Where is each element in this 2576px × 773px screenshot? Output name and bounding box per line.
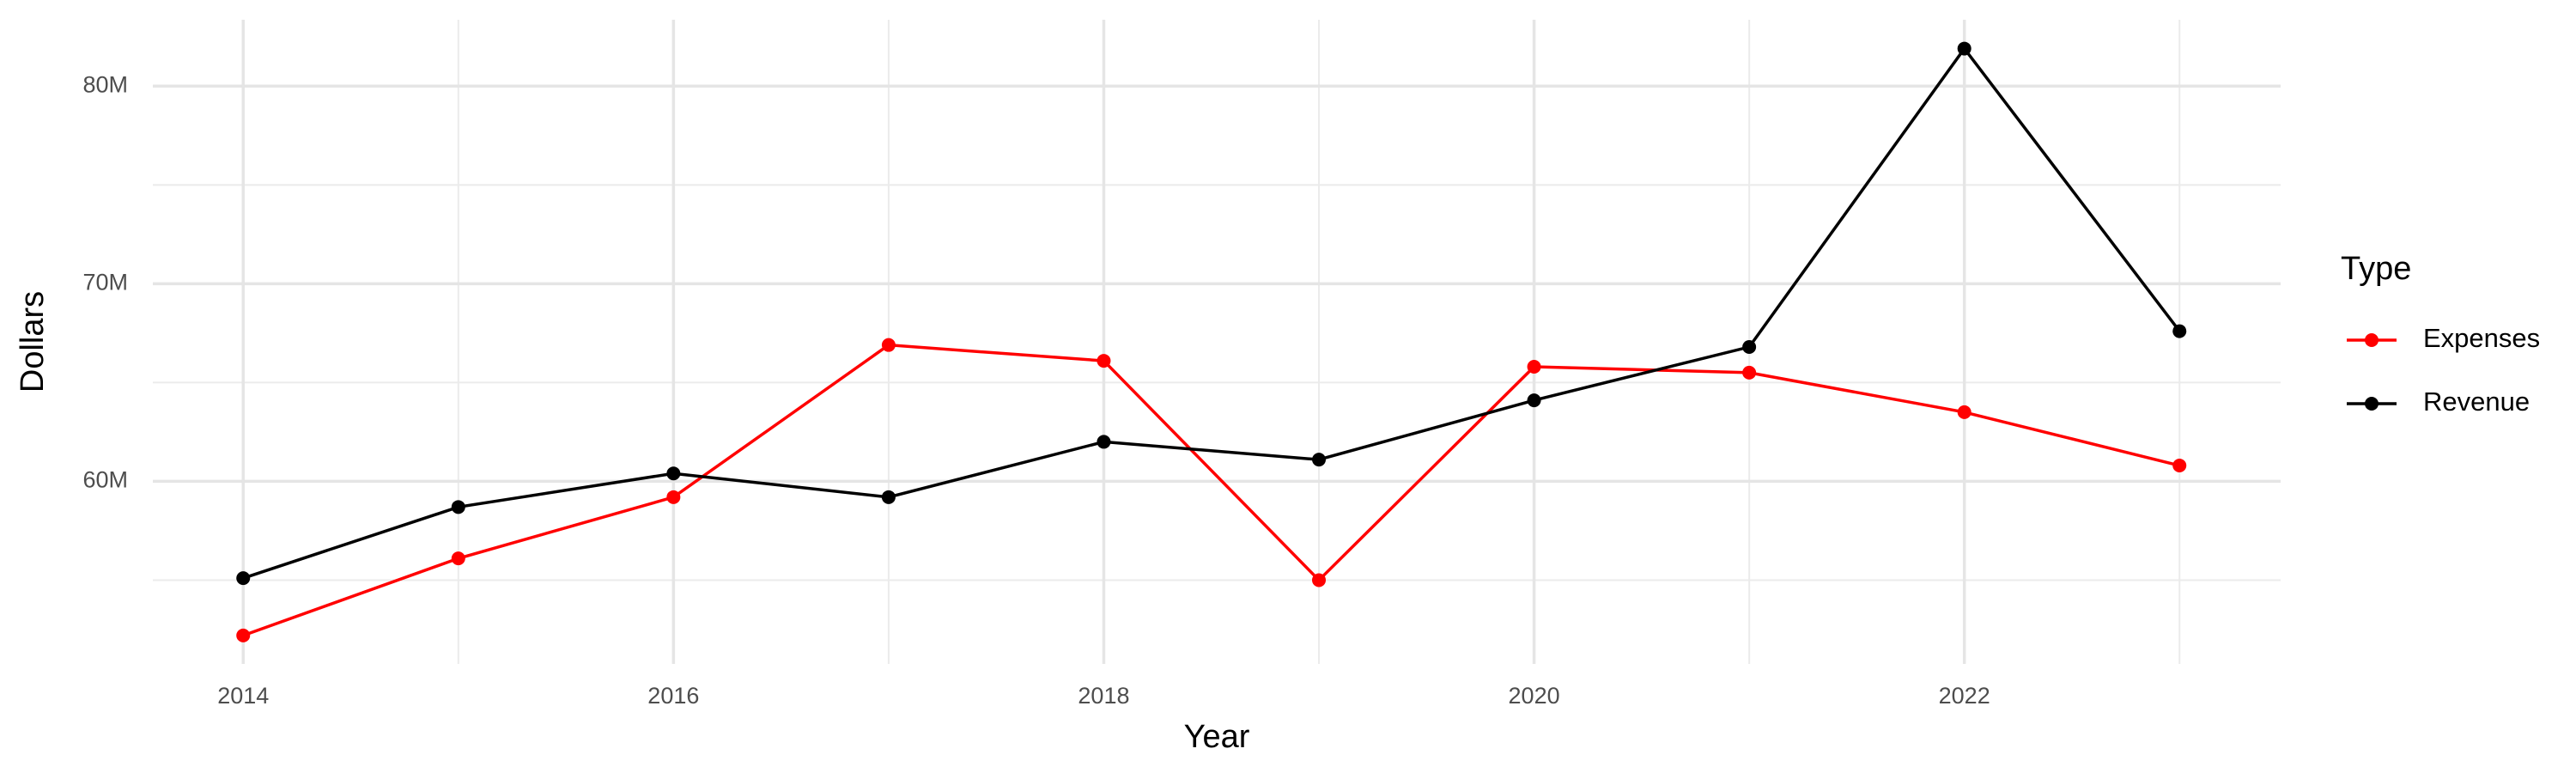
legend-key-point	[2365, 333, 2379, 347]
x-tick-label: 2020	[1509, 683, 1560, 709]
data-point	[1957, 41, 1971, 56]
legend-key-point	[2365, 397, 2379, 411]
x-tick-label: 2016	[647, 683, 699, 709]
data-point	[236, 571, 251, 586]
x-tick-label: 2014	[217, 683, 269, 709]
legend-label: Revenue	[2423, 386, 2530, 417]
data-point	[881, 490, 896, 504]
series-line	[242, 46, 2181, 580]
data-point	[881, 338, 896, 352]
y-axis-title: Dollars	[15, 291, 51, 393]
data-point	[1527, 359, 1541, 374]
y-tick-label: 60M	[82, 467, 128, 493]
data-point	[451, 500, 465, 514]
y-tick-label: 70M	[82, 269, 128, 295]
data-point	[1742, 365, 1757, 380]
data-point	[2172, 324, 2187, 338]
data-point	[1312, 573, 1327, 587]
data-point	[1097, 354, 1111, 368]
data-point	[666, 490, 681, 504]
data-point	[1742, 339, 1757, 354]
legend-title: Type	[2341, 251, 2411, 287]
data-point	[2172, 459, 2187, 473]
data-point	[1957, 405, 1971, 419]
legend-label: Expenses	[2423, 323, 2540, 353]
data-point	[1312, 453, 1327, 467]
data-point	[1527, 393, 1541, 408]
data-point	[1097, 435, 1111, 449]
x-tick-label: 2022	[1939, 683, 1990, 709]
data-point	[666, 466, 681, 481]
y-tick-label: 80M	[82, 71, 128, 97]
x-axis-title: Year	[1184, 719, 1250, 755]
series-line	[242, 343, 2180, 637]
data-point	[236, 628, 251, 642]
x-tick-label: 2018	[1078, 683, 1129, 709]
data-point	[451, 551, 465, 566]
